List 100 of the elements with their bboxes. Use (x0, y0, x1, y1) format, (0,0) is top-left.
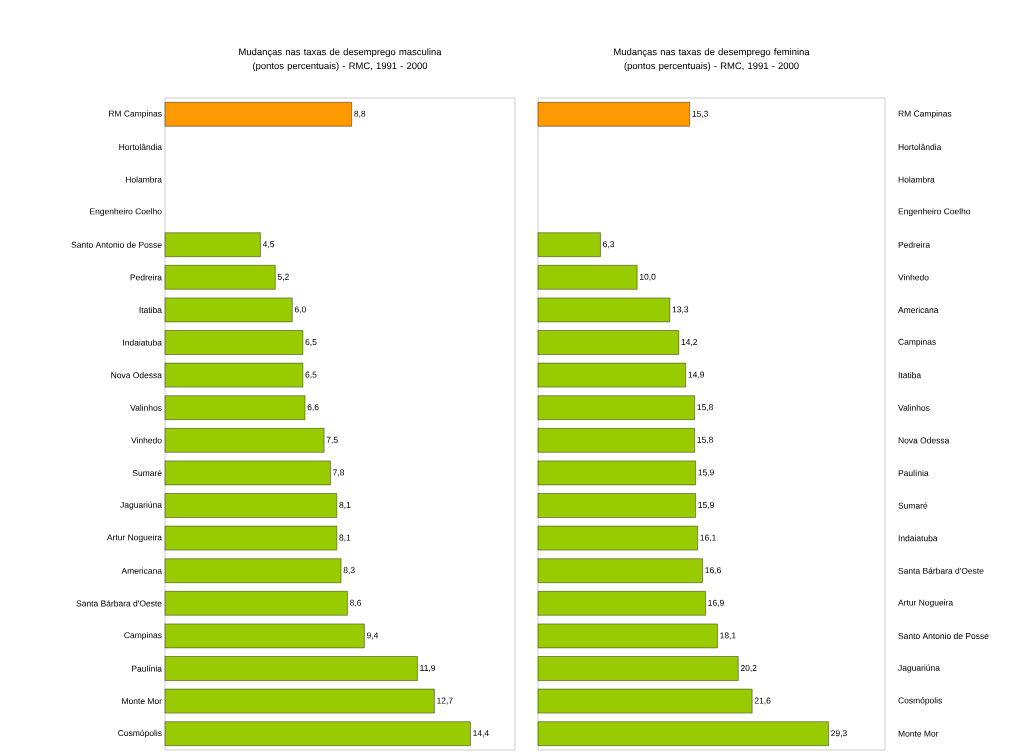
bar (164, 297, 293, 323)
bar (537, 102, 690, 127)
y-tick-label: Cosmópolis (118, 729, 162, 738)
y-tick-label: Hortolândia (898, 143, 942, 151)
bar (537, 362, 686, 388)
bar (537, 395, 695, 420)
y-tick-label: RM Campinas (109, 110, 162, 119)
data-label: 15,9 (698, 502, 714, 509)
y-tick-label: Monte Mor (898, 730, 939, 737)
data-label: 8,6 (350, 599, 362, 607)
y-tick-label: Campinas (898, 338, 936, 347)
data-label: 15,9 (698, 469, 714, 477)
data-label: 6,3 (603, 241, 615, 249)
y-tick-label: Indaiatuba (898, 534, 938, 542)
bar (164, 591, 348, 616)
bar (537, 656, 739, 681)
y-tick-label: Holambra (125, 176, 162, 183)
bar (164, 493, 338, 518)
bar (537, 525, 698, 551)
data-label: 21,6 (754, 697, 771, 705)
y-tick-label: Paulínia (132, 665, 162, 672)
y-tick-label: Santa Bárbara d'Oeste (898, 567, 984, 574)
bar (537, 688, 753, 714)
bar (164, 656, 418, 681)
y-tick-label: Monte Mor (122, 698, 162, 705)
data-label: 9,4 (366, 632, 379, 640)
bar (164, 265, 276, 290)
y-tick-label: Santo Antonio de Posse (898, 632, 989, 640)
y-tick-label: Americana (898, 306, 939, 314)
bar (164, 362, 304, 388)
y-tick-label: Indaiatuba (123, 339, 162, 346)
data-label: 18,1 (720, 632, 736, 640)
data-label: 16,6 (705, 567, 721, 575)
data-label: 6,5 (305, 371, 317, 379)
y-tick-label: Sumaré (898, 502, 928, 509)
data-label: 6,6 (307, 404, 319, 412)
bar (164, 623, 365, 649)
data-label: 15,8 (697, 436, 713, 444)
data-label: 20,2 (740, 665, 757, 672)
bar (537, 460, 696, 486)
data-label: 8,3 (343, 567, 355, 575)
y-tick-label: Pedreira (898, 241, 931, 248)
bar (537, 330, 679, 355)
bar (537, 297, 671, 323)
y-tick-label: Americana (121, 567, 162, 574)
y-tick-label: Holambra (898, 176, 935, 183)
data-label: 6,0 (294, 306, 306, 314)
chart-title: Mudanças nas taxas de desemprego masculina (pontos percentuais) - RMC, 1991 - 2000 (239, 48, 442, 72)
bar (537, 558, 703, 583)
bar (164, 428, 325, 453)
data-label: 14,2 (681, 339, 698, 346)
bar (537, 428, 695, 453)
bar (537, 623, 718, 649)
bar (164, 688, 435, 714)
data-label: 14,4 (473, 730, 489, 738)
data-label: 16,9 (708, 599, 724, 607)
data-label: 14,9 (688, 371, 705, 379)
data-label: 13,3 (672, 306, 689, 314)
y-tick-label: Santo Antonio de Posse (71, 241, 162, 248)
data-label: 16,1 (700, 534, 716, 542)
bar (537, 232, 601, 257)
y-tick-label: Nova Odessa (898, 437, 950, 444)
bar (537, 591, 706, 616)
data-label: 12,7 (437, 697, 453, 705)
data-label: 8,8 (354, 110, 366, 118)
y-tick-label: Itatiba (139, 306, 162, 314)
data-label: 8,1 (339, 534, 351, 542)
y-tick-label: Nova Odessa (111, 371, 162, 379)
y-tick-label: Valinhos (130, 404, 162, 411)
y-tick-label: Vinhedo (131, 437, 162, 444)
data-label: 10,0 (639, 273, 656, 281)
bar (164, 558, 342, 583)
bar (537, 493, 696, 518)
data-label: 29,3 (831, 730, 847, 738)
y-tick-label: Valinhos (898, 404, 930, 411)
y-tick-label: Artur Nogueira (898, 599, 954, 608)
y-tick-label: Cosmópolis (898, 697, 942, 706)
y-tick-label: Vinhedo (898, 274, 929, 281)
y-tick-label: Campinas (124, 631, 162, 640)
data-label: 4,5 (262, 241, 275, 249)
bar (164, 395, 306, 420)
y-tick-label: RM Campinas (898, 110, 952, 119)
chart-title: Mudanças nas taxas de desemprego feminina (pontos percentuais) - RMC, 1991 - 2000 (614, 48, 810, 72)
y-tick-label: Paulínia (898, 469, 929, 477)
bar (164, 330, 304, 355)
data-label: 5,2 (277, 273, 289, 281)
data-label: 7,5 (326, 436, 338, 444)
y-tick-label: Pedreira (130, 274, 162, 281)
y-tick-label: Jaguariúna (120, 501, 162, 510)
bar (164, 232, 261, 257)
data-label: 8,1 (339, 502, 351, 509)
y-tick-label: Jaguariúna (898, 664, 940, 673)
y-tick-label: Engenheiro Coelho (90, 208, 162, 217)
y-tick-label: Sumaré (132, 469, 162, 477)
bar (164, 721, 471, 746)
y-tick-label: Santa Bárbara d'Oeste (76, 600, 162, 607)
bar (164, 460, 331, 486)
y-tick-label: Hortolândia (119, 143, 162, 151)
data-label: 15,8 (697, 404, 713, 412)
y-tick-label: Artur Nogueira (106, 534, 162, 543)
